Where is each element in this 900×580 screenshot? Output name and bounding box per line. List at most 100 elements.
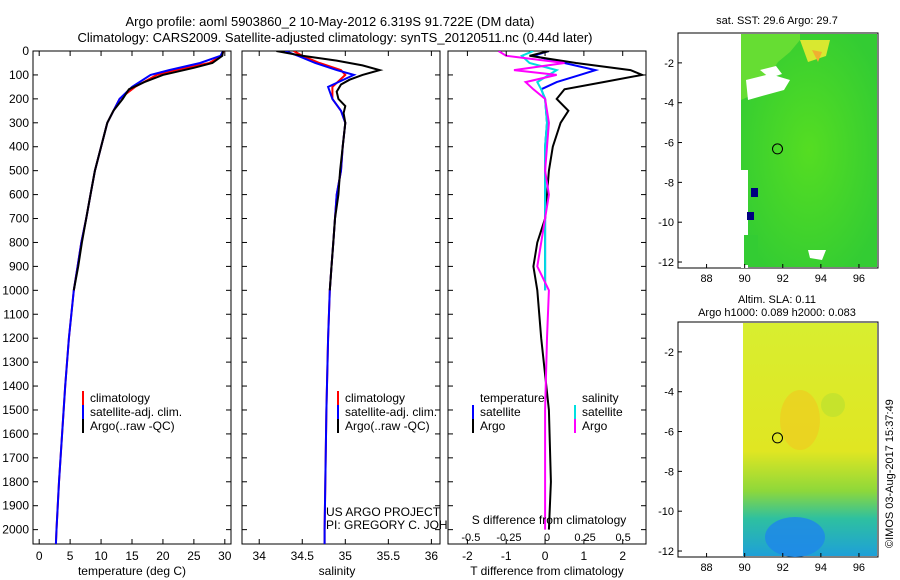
temperature-xtick-label-4: 20 — [156, 549, 170, 563]
difference-xlabel-top: S difference from climatology — [472, 513, 627, 527]
difference-legend-t-sat: satellite — [480, 405, 521, 419]
sst-cold-cell-2 — [747, 212, 754, 220]
temperature-ytick-label-18: 1800 — [2, 475, 29, 489]
difference-series-3 — [497, 51, 565, 530]
sst_map-ytick-label-0: -2 — [664, 58, 674, 70]
sla_map-ytick-label-1: -4 — [664, 387, 674, 399]
temperature-ytick-label-2: 200 — [9, 92, 29, 106]
salinity-legend-clim: climatology — [345, 391, 405, 405]
difference-xlabel: T difference from climatology — [470, 564, 624, 578]
sla_map-ytick-label-2: -6 — [664, 427, 674, 439]
sla-argo-marker — [772, 432, 783, 444]
salinity-legend-argo: Argo(..raw -QC) — [345, 419, 430, 433]
temperature-ticks: 0 5 10 15 20 25 300100200300400500600700800900… — [2, 44, 232, 563]
difference-legend-temp-title: temperature — [480, 391, 545, 405]
figure-title-line2: Climatology: CARS2009. Satellite-adjuste… — [78, 30, 593, 45]
difference-legend-sal-title: salinity — [582, 391, 619, 405]
temperature-ytick-label-15: 1500 — [2, 403, 29, 417]
temperature-ytick-label-1: 100 — [9, 68, 29, 82]
temperature-ytick-label-4: 400 — [9, 140, 29, 154]
temperature-ytick-label-12: 1200 — [2, 331, 29, 345]
pi-label: PI: GREGORY C. JOHNSON — [326, 518, 482, 532]
difference-xtick-label-0: -2 — [462, 549, 473, 563]
sla_map-xtick-label-0: 88 — [700, 562, 712, 574]
sst_map-xtick-label-1: 90 — [739, 273, 751, 285]
sla_map-xtick-label-2: 92 — [777, 562, 789, 574]
salinity-xtick-label-2: 35 — [339, 549, 353, 563]
salinity-axes — [241, 50, 441, 545]
sst-hottest-patch — [812, 50, 822, 62]
temperature-ytick-label-13: 1300 — [2, 355, 29, 369]
sst_map-xtick-label-3: 94 — [815, 273, 827, 285]
temperature-ytick-label-8: 800 — [9, 235, 29, 249]
salinity-series-2 — [276, 51, 384, 291]
sst-map-title: sat. SST: 29.6 Argo: 29.7 — [716, 15, 838, 27]
temperature-ytick-label-5: 500 — [9, 164, 29, 178]
sst_map-ytick-label-1: -4 — [664, 98, 674, 110]
sst-argo-marker — [772, 143, 783, 155]
sst_map-xtick-label-2: 92 — [777, 273, 789, 285]
sst_map-ytick-label-2: -6 — [664, 138, 674, 150]
difference-series — [497, 51, 646, 530]
temperature-xtick-label-6: 30 — [218, 549, 232, 563]
difference-stick-label-2: 0 — [544, 532, 550, 544]
difference-xtick-label-3: 1 — [581, 549, 588, 563]
sst-land-mask-1 — [746, 74, 790, 100]
temperature-legend-argo: Argo(..raw -QC) — [90, 419, 175, 433]
sst-land-mask-4 — [808, 250, 826, 260]
sst-map-ticks: 88 90 92 94 96 -2 -4 -6 -8 -10 -12 — [658, 58, 865, 285]
salinity-xtick-label-0: 34 — [253, 549, 267, 563]
temperature-panel: 0 5 10 15 20 25 300100200300400500600700800900… — [2, 44, 232, 578]
temperature-xtick-label-2: 10 — [94, 549, 108, 563]
difference-legend-s-sat: satellite — [582, 405, 623, 419]
difference-ticks: -2 -1 0 1 2 -0.5 -0.25 0 0.25 0.5 — [448, 50, 646, 563]
salinity-xtick-label-4: 36 — [425, 549, 439, 563]
difference-stick-label-4: 0.5 — [616, 532, 631, 544]
sla-map-ticks: 88 90 92 94 96 -2 -4 -6 -8 -10 -12 — [658, 347, 865, 574]
temperature-ytick-label-11: 1100 — [3, 307, 29, 321]
difference-stick-label-1: -0.25 — [496, 532, 521, 544]
project-label: US ARGO PROJECT — [326, 505, 441, 519]
sla_map-xtick-label-1: 90 — [739, 562, 751, 574]
salinity-legend: climatology satellite-adj. clim. Argo(..… — [337, 391, 437, 433]
temperature-xtick-label-0: 0 — [36, 549, 43, 563]
sla_map-xtick-label-3: 94 — [815, 562, 827, 574]
salinity-ticks: 34 34.5 35 35.5 36 — [242, 50, 440, 563]
temperature-ytick-label-3: 300 — [9, 116, 29, 130]
sla-high-patch — [780, 390, 820, 450]
temperature-ytick-label-20: 2000 — [2, 523, 29, 537]
sla_map-ytick-label-3: -8 — [664, 466, 674, 478]
sst_map-ytick-label-5: -12 — [658, 257, 674, 269]
sla_map-ytick-label-4: -10 — [658, 506, 674, 518]
temperature-xtick-label-3: 15 — [125, 549, 139, 563]
difference-xtick-label-1: -1 — [501, 549, 512, 563]
temperature-xtick-label-5: 25 — [187, 549, 201, 563]
sst-coastal-cell — [744, 235, 758, 265]
temperature-ytick-label-14: 1400 — [2, 379, 29, 393]
temperature-ytick-label-17: 1700 — [2, 451, 29, 465]
sla_map-xtick-label-4: 96 — [853, 562, 865, 574]
sst-cold-cell-1 — [751, 188, 758, 197]
temperature-legend-clim: climatology — [90, 391, 150, 405]
difference-stick-label-3: 0.25 — [574, 532, 595, 544]
difference-series-2 — [519, 51, 560, 291]
sst-map-panel: sat. SST: 29.6 Argo: 29.7 88 90 92 94 96 -2 -4… — [658, 15, 879, 285]
temperature-legend: climatology satellite-adj. clim. Argo(..… — [82, 391, 182, 433]
difference-series-1 — [529, 51, 646, 530]
temperature-ytick-label-7: 700 — [9, 212, 29, 226]
temperature-ytick-label-9: 900 — [9, 259, 29, 273]
temperature-legend-sat: satellite-adj. clim. — [90, 405, 182, 419]
salinity-series — [276, 51, 384, 544]
temperature-axes — [32, 50, 232, 545]
sla-map-title-line2: Argo h1000: 0.089 h2000: 0.083 — [698, 307, 856, 319]
difference-panel: -2 -1 0 1 2 -0.5 -0.25 0 0.25 0.5 S difference fr… — [447, 50, 647, 578]
difference-xtick-label-2: 0 — [542, 549, 549, 563]
salinity-legend-sat: satellite-adj. clim. — [345, 405, 437, 419]
salinity-panel: 34 34.5 35 35.5 36 salinity climatology sate… — [241, 50, 482, 578]
temperature-xtick-label-1: 5 — [67, 549, 74, 563]
salinity-xtick-label-1: 34.5 — [291, 549, 315, 563]
sla-map-panel: Altim. SLA: 0.11 Argo h1000: 0.089 h2000… — [658, 294, 879, 574]
temperature-ytick-label-6: 600 — [9, 188, 29, 202]
imos-side-label: ©IMOS 03-Aug-2017 15:37:49 — [884, 399, 896, 548]
